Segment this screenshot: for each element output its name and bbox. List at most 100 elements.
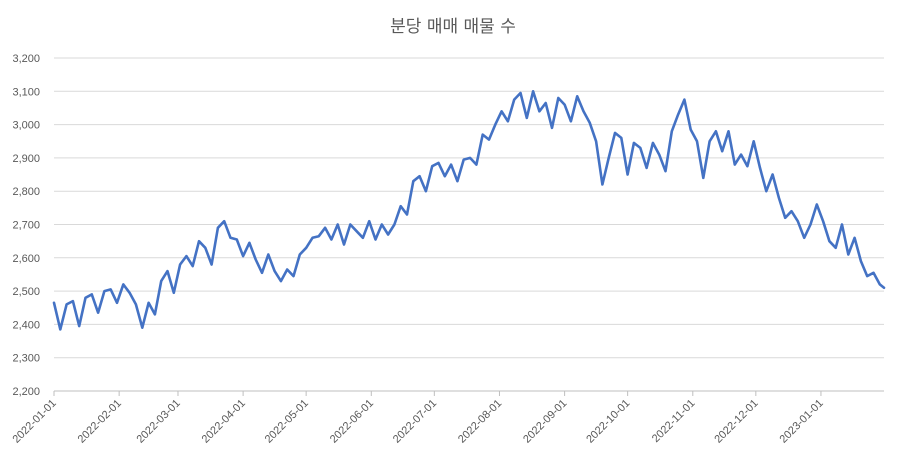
data-point: [582, 110, 585, 113]
x-tick-label: 2022-12-01: [712, 397, 760, 445]
data-point: [349, 223, 352, 226]
data-point: [437, 162, 440, 164]
data-point: [740, 153, 742, 156]
data-point: [261, 271, 263, 274]
data-point: [450, 163, 452, 166]
data-point: [803, 236, 806, 239]
data-point: [847, 253, 850, 256]
data-point: [204, 246, 207, 249]
data-point: [116, 301, 118, 304]
series-line-0: [52, 90, 886, 331]
data-point: [878, 283, 881, 286]
data-point: [765, 190, 768, 193]
data-point: [59, 328, 62, 331]
y-tick-label: 2,600: [12, 253, 40, 265]
data-point: [443, 175, 446, 178]
data-point: [135, 303, 137, 306]
data-point: [481, 133, 484, 136]
data-point: [595, 140, 597, 143]
data-point: [696, 140, 698, 143]
data-point: [532, 90, 534, 93]
data-point: [815, 203, 818, 206]
data-point: [778, 197, 780, 199]
data-point: [235, 238, 238, 241]
gridlines: [54, 57, 884, 392]
data-point: [406, 213, 408, 216]
data-point: [431, 165, 434, 168]
x-tick-label: 2023-01-01: [778, 397, 826, 445]
data-point: [160, 280, 163, 282]
data-point: [305, 246, 308, 249]
data-point: [557, 97, 560, 99]
data-point: [362, 236, 364, 239]
data-point: [664, 170, 667, 173]
x-tick-label: 2022-05-01: [263, 397, 311, 445]
data-point: [330, 238, 333, 241]
data-point: [626, 173, 629, 176]
data-point: [456, 180, 459, 183]
data-point: [507, 120, 509, 123]
data-point: [872, 271, 875, 274]
data-point: [475, 163, 478, 166]
data-point: [828, 240, 831, 243]
y-tick-label: 3,100: [12, 86, 40, 98]
data-point: [179, 263, 182, 266]
data-point: [563, 103, 566, 106]
data-point: [217, 226, 219, 229]
data-point: [645, 167, 648, 169]
data-point: [273, 270, 276, 272]
data-point: [525, 117, 528, 119]
data-point: [670, 130, 673, 133]
data-point: [841, 223, 843, 226]
data-point: [771, 173, 774, 176]
x-tick-label: 2022-02-01: [76, 397, 124, 445]
data-point: [708, 140, 711, 143]
x-tick-label: 2022-07-01: [391, 397, 439, 445]
data-point: [336, 223, 339, 226]
data-point: [639, 147, 642, 149]
chart-title: 분당 매매 매물 수: [390, 17, 516, 37]
data-point: [702, 177, 705, 179]
data-point: [387, 233, 389, 236]
x-tick-label: 2022-01-01: [11, 397, 59, 445]
y-tick-label: 3,200: [12, 53, 40, 65]
y-tick-label: 2,300: [12, 353, 40, 365]
data-point: [633, 142, 635, 144]
y-tick-label: 2,200: [12, 386, 40, 398]
data-point: [866, 275, 869, 277]
data-point: [607, 157, 610, 159]
data-point: [853, 236, 856, 239]
data-point: [733, 163, 736, 166]
data-point: [721, 150, 724, 153]
data-point: [185, 255, 188, 257]
data-point: [374, 238, 377, 241]
data-point: [551, 127, 553, 129]
data-point: [229, 236, 232, 239]
data-point: [488, 138, 490, 141]
data-point: [759, 167, 761, 169]
data-point: [128, 291, 131, 294]
data-point: [576, 95, 579, 98]
data-point: [796, 220, 799, 223]
data-point: [822, 220, 824, 223]
data-point: [652, 142, 654, 144]
data-point: [109, 288, 112, 291]
data-point: [683, 98, 686, 101]
data-point: [97, 311, 99, 314]
data-point: [538, 110, 541, 113]
data-point: [462, 158, 465, 161]
data-point: [570, 120, 572, 123]
data-point: [147, 301, 150, 304]
data-point: [53, 301, 55, 304]
data-point: [469, 157, 471, 159]
y-tick-label: 2,500: [12, 286, 40, 298]
data-point: [368, 220, 371, 223]
data-point: [677, 113, 679, 116]
data-point: [746, 165, 749, 168]
data-point: [355, 230, 358, 233]
data-point: [513, 98, 516, 101]
data-point: [883, 286, 885, 289]
data-point: [809, 223, 812, 226]
